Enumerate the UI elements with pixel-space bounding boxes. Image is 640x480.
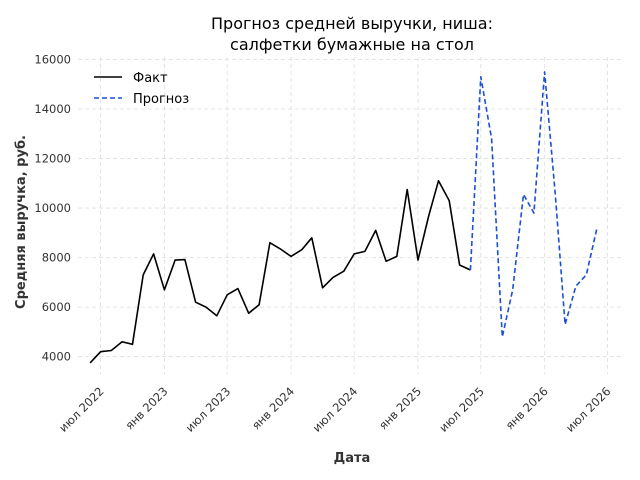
chart-title-line-2: салфетки бумажные на стол <box>230 35 474 54</box>
x-tick-label: июл 2022 <box>56 384 107 435</box>
x-tick-label: июл 2024 <box>310 384 361 435</box>
x-tick-label: янв 2026 <box>503 384 551 432</box>
x-tick-label: янв 2024 <box>249 384 297 432</box>
x-tick-label: июл 2026 <box>563 384 614 435</box>
y-tick-label: 14000 <box>34 102 71 116</box>
y-axis-ticks: 4000 6000 8000 10000 12000 14000 16000 <box>34 52 71 363</box>
x-tick-label: янв 2025 <box>376 384 424 432</box>
chart-title-line-1: Прогноз средней выручки, ниша: <box>211 14 493 33</box>
y-axis-label: Средняя выручка, руб. <box>14 135 29 309</box>
series-lines <box>89 71 598 364</box>
legend-label-forecast: Прогноз <box>133 92 189 107</box>
x-axis-ticks: июл 2022 янв 2023 июл 2023 янв 2024 июл 2024… <box>56 384 613 435</box>
x-axis-label: Дата <box>334 451 371 466</box>
x-tick-label: июл 2025 <box>436 384 487 435</box>
chart-title: Прогноз средней выручки, ниша: салфетки … <box>211 14 493 54</box>
legend[interactable]: Факт Прогноз <box>94 71 189 107</box>
series-line-fact <box>89 180 471 364</box>
legend-label-fact: Факт <box>133 71 168 86</box>
y-tick-label: 4000 <box>42 350 71 364</box>
y-tick-label: 8000 <box>42 251 71 265</box>
y-tick-label: 16000 <box>34 52 71 66</box>
y-tick-label: 10000 <box>34 201 71 215</box>
grid <box>78 57 622 374</box>
x-tick-label: янв 2023 <box>122 384 170 432</box>
y-tick-label: 12000 <box>34 152 71 166</box>
y-tick-label: 6000 <box>42 300 71 314</box>
x-tick-label: июл 2023 <box>183 384 234 435</box>
series-line-forecast <box>469 71 598 338</box>
